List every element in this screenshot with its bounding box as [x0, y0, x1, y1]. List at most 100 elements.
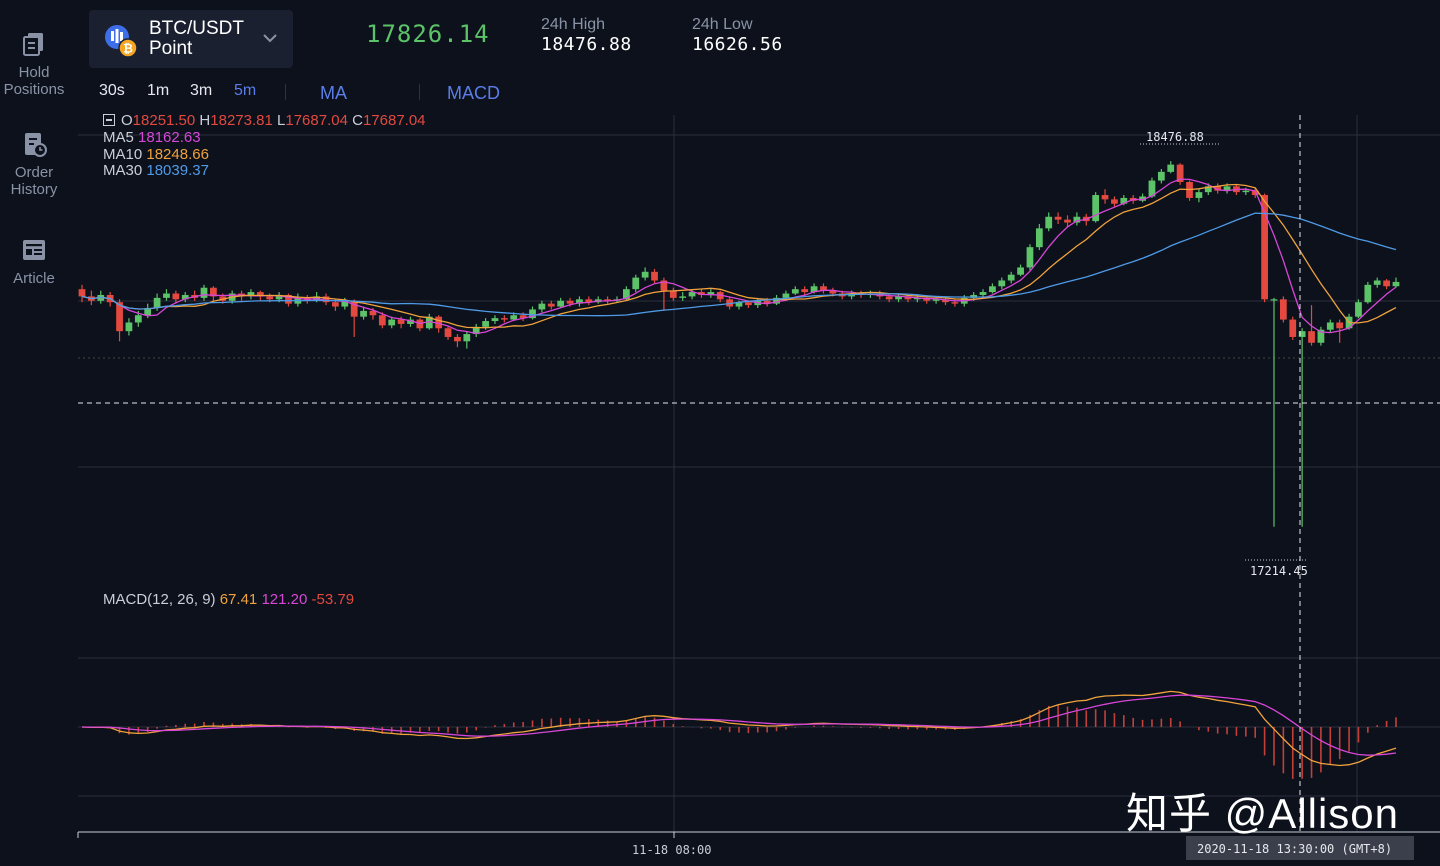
candle-body — [378, 315, 386, 326]
candle-body — [932, 299, 940, 301]
candle-body — [989, 286, 996, 293]
timeframe-3m[interactable]: 3m — [190, 82, 213, 99]
candle-body — [247, 292, 255, 297]
candle-body — [979, 292, 987, 295]
nav-order-history[interactable]: Order History — [0, 130, 68, 198]
candle-body — [1007, 274, 1015, 281]
ma30-line — [81, 212, 1397, 317]
nav-article[interactable]: Article — [0, 236, 68, 287]
high-24h-label: 24h High — [541, 16, 606, 33]
candle-body — [942, 299, 949, 303]
candle-body — [491, 318, 499, 322]
candle-body — [125, 322, 133, 332]
indicator-ma[interactable]: MA — [320, 83, 347, 103]
ma5-legend: MA5 18162.63 — [103, 130, 201, 146]
macd-histogram — [90, 705, 1397, 779]
candle-body — [500, 318, 508, 320]
candle-body — [904, 296, 912, 300]
ohlc-open: 18251.50 — [132, 112, 196, 129]
candle-body — [679, 296, 687, 298]
candle-body — [1392, 281, 1400, 287]
candle-body — [1298, 331, 1306, 337]
indicator-macd[interactable]: MACD — [447, 83, 500, 103]
candle-body — [885, 296, 893, 300]
candle-body — [1157, 171, 1165, 181]
candle-body — [970, 294, 978, 298]
candle-body — [538, 303, 546, 310]
candle-body — [360, 310, 367, 317]
ohlc-open-label: O — [121, 112, 133, 129]
chevron-down-icon[interactable] — [262, 31, 278, 45]
candle-body — [557, 300, 565, 307]
candle-body — [266, 296, 274, 300]
ma10-legend: MA10 18248.66 — [103, 147, 209, 163]
candle-body — [773, 297, 780, 304]
timeframe-1m[interactable]: 1m — [147, 82, 170, 99]
candle-body — [397, 319, 405, 324]
candle-body — [256, 292, 264, 297]
candle-body — [585, 299, 593, 303]
candle-body — [519, 315, 527, 319]
crosshair — [78, 115, 1440, 832]
candle-body — [407, 319, 414, 324]
timeframe-5m[interactable]: 5m — [234, 82, 257, 99]
candle-body — [172, 293, 180, 300]
candle-body — [463, 334, 471, 342]
candle-body — [153, 297, 161, 308]
candle-body — [1242, 190, 1250, 193]
candle-body — [641, 271, 649, 278]
candle-body — [632, 277, 640, 290]
crosshair-time-label: 2020-11-18 13:30:00 (GMT+8) — [1197, 842, 1392, 856]
ma5-label: MA5 — [103, 129, 134, 146]
candle-body — [1017, 267, 1024, 275]
candle-body — [350, 300, 358, 317]
candle-body — [1092, 195, 1100, 222]
left-nav: Hold Positions Order History Article — [0, 0, 68, 866]
candle-body — [482, 321, 489, 327]
ohlc-close-label: C — [352, 112, 363, 129]
candle-body — [1364, 284, 1372, 303]
candle-body — [200, 287, 208, 298]
macd-dea-value: 121.20 — [261, 591, 308, 608]
candle-body — [472, 326, 480, 335]
ma10-label: MA10 — [103, 146, 143, 163]
nav-label-order-history: Order History — [10, 164, 58, 198]
candle-body — [913, 297, 921, 300]
symbol-selector[interactable]: ₿ BTC/USDT Point — [89, 10, 293, 68]
candle-body — [951, 302, 959, 304]
candle-body — [688, 292, 696, 297]
candle-body — [1148, 180, 1156, 197]
candle-body — [1355, 302, 1362, 317]
moving-average-lines — [81, 178, 1397, 335]
timeframe-30s[interactable]: 30s — [99, 82, 125, 99]
candle-body — [1270, 299, 1278, 301]
ma30-value: 18039.37 — [146, 162, 209, 179]
candle-body — [341, 300, 349, 307]
ma5-line — [81, 178, 1397, 335]
candle-body — [1026, 247, 1034, 268]
ma10-value: 18248.66 — [146, 146, 209, 163]
candle-body — [895, 296, 902, 300]
candle-body — [78, 289, 86, 297]
toolbar-divider — [285, 84, 286, 100]
candle-body — [1251, 190, 1259, 196]
ma5-value: 18162.63 — [138, 129, 201, 146]
candle-body — [1054, 216, 1062, 220]
nav-hold-positions[interactable]: Hold Positions — [0, 30, 68, 98]
symbol-type: Point — [149, 38, 193, 59]
candle-body — [369, 310, 377, 316]
candle-body — [763, 300, 771, 304]
ma30-legend: MA30 18039.37 — [103, 163, 209, 179]
candle-body — [181, 294, 189, 300]
candle-body — [622, 289, 630, 300]
candle-body — [1111, 199, 1118, 204]
nav-label-hold-positions: Hold Positions — [3, 64, 65, 98]
low-price-marker: 17214.45 — [1250, 564, 1308, 578]
watermark: 知乎 @Allison — [1126, 790, 1400, 837]
candle-body — [1279, 299, 1287, 320]
candle-body — [1223, 186, 1231, 191]
candle-body — [1120, 197, 1128, 204]
candle-body — [1214, 186, 1222, 191]
collapse-legend-icon[interactable] — [103, 114, 115, 126]
